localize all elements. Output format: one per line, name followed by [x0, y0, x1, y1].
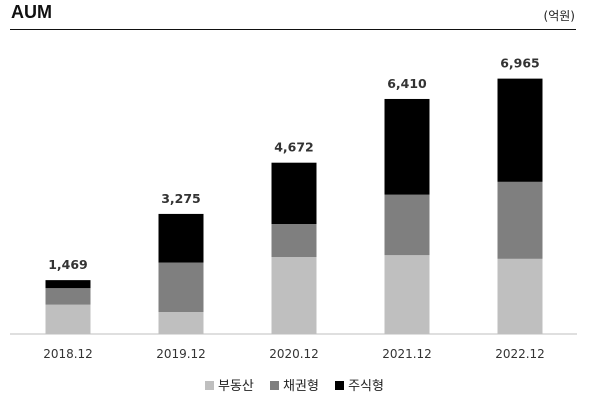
bar-equity-2018.12 [45, 280, 91, 289]
total-label: 6,965 [500, 56, 540, 71]
bar-bond-2020.12 [271, 224, 317, 257]
label-group: 1,469 2018.12 3,275 2019.12 4,672 2020.12 6,41… [43, 56, 545, 361]
x-tick-label: 2020.12 [269, 347, 319, 361]
total-label: 1,469 [48, 257, 88, 272]
title-divider [10, 29, 576, 30]
bar-real-estate-2018.12 [45, 304, 91, 334]
legend: 부동산 채권형 주식형 [0, 375, 589, 394]
x-tick-label: 2021.12 [382, 347, 432, 361]
legend-label: 부동산 [218, 379, 254, 394]
legend-swatch [205, 381, 215, 390]
bar-real-estate-2022.12 [497, 258, 543, 334]
x-tick-label: 2022.12 [495, 347, 545, 361]
legend-item-real-estate: 부동산 [205, 375, 254, 394]
chart-title: AUM [11, 2, 52, 22]
legend-item-equity: 주식형 [335, 375, 384, 394]
total-label: 6,410 [387, 76, 427, 91]
x-tick-label: 2018.12 [43, 347, 93, 361]
bar-equity-2022.12 [497, 78, 543, 182]
bar-equity-2019.12 [158, 213, 204, 263]
x-tick-label: 2019.12 [156, 347, 206, 361]
legend-item-bond: 채권형 [270, 375, 319, 394]
bar-real-estate-2020.12 [271, 257, 317, 334]
unit-label: (억원) [543, 9, 575, 23]
bar-equity-2021.12 [384, 98, 430, 195]
bar-bond-2021.12 [384, 194, 430, 256]
bar-real-estate-2019.12 [158, 312, 204, 334]
total-label: 3,275 [161, 191, 201, 206]
bar-bond-2019.12 [158, 262, 204, 312]
bar-equity-2020.12 [271, 162, 317, 224]
legend-label: 채권형 [283, 379, 319, 394]
legend-swatch [270, 381, 280, 390]
legend-swatch [335, 381, 345, 390]
bar-bond-2018.12 [45, 288, 91, 305]
bar-group [45, 78, 543, 334]
bar-bond-2022.12 [497, 181, 543, 259]
total-label: 4,672 [274, 140, 314, 155]
legend-label: 주식형 [348, 379, 384, 394]
bar-real-estate-2021.12 [384, 255, 430, 334]
